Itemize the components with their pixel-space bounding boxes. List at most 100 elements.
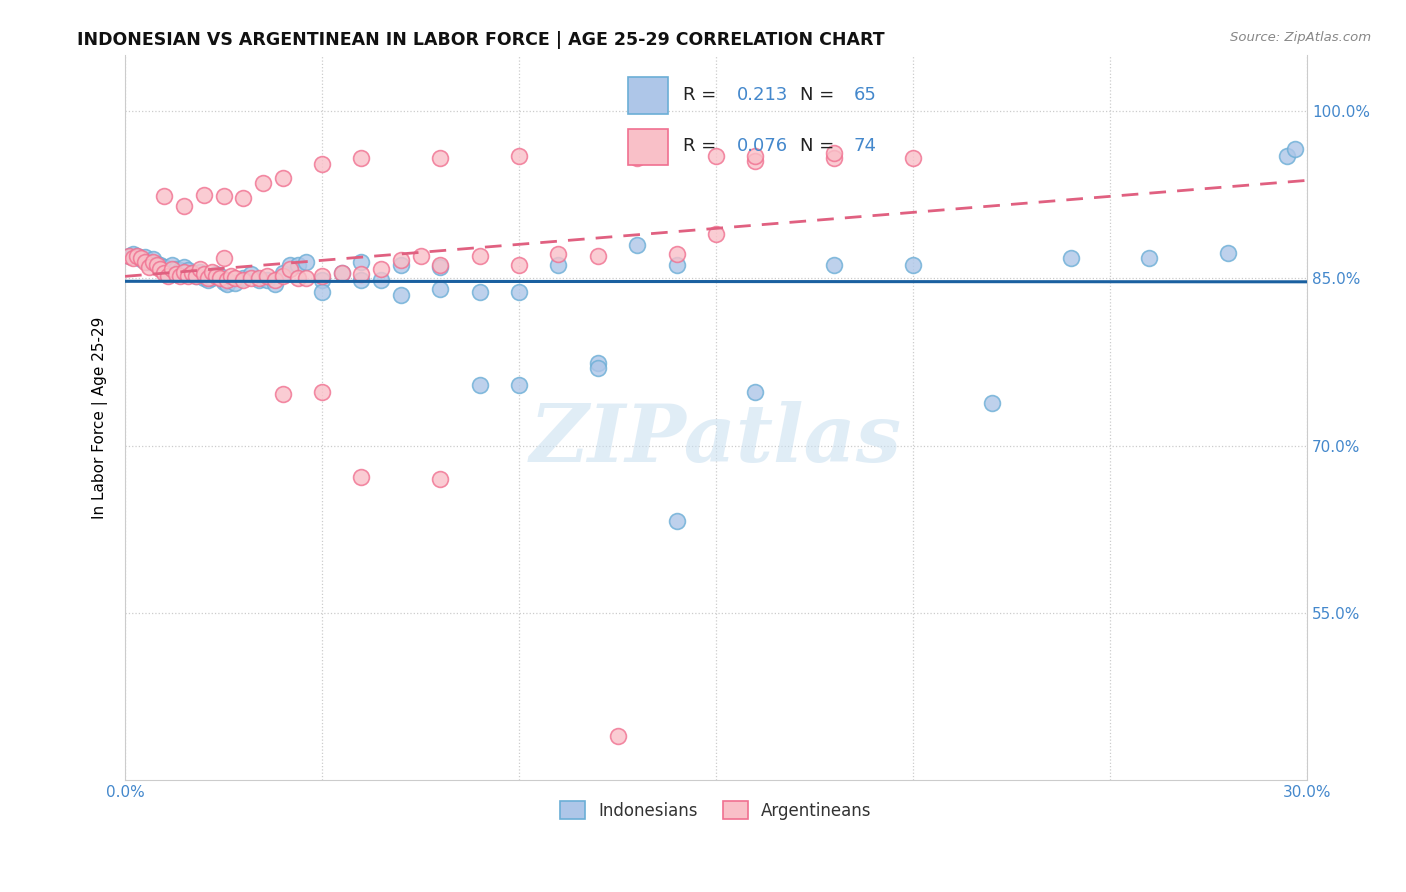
Point — [256, 273, 278, 287]
Point — [145, 258, 167, 272]
Point — [169, 263, 191, 277]
Point — [165, 262, 187, 277]
Point — [350, 151, 373, 165]
Point — [370, 262, 392, 277]
Point — [122, 251, 145, 265]
Point — [311, 273, 333, 287]
Point — [224, 276, 246, 290]
Point — [429, 258, 451, 272]
Point — [204, 267, 226, 281]
Point — [1284, 142, 1306, 156]
Point — [508, 258, 530, 272]
Point — [980, 396, 1002, 410]
Point — [704, 148, 727, 162]
Point — [823, 258, 845, 272]
Point — [429, 260, 451, 274]
Point — [129, 252, 152, 267]
Point — [547, 246, 569, 260]
Point — [295, 254, 318, 268]
Point — [311, 285, 333, 299]
Point — [271, 268, 294, 283]
Point — [350, 267, 373, 281]
Y-axis label: In Labor Force | Age 25-29: In Labor Force | Age 25-29 — [93, 317, 108, 519]
Point — [330, 266, 353, 280]
Point — [901, 151, 924, 165]
Point — [197, 273, 219, 287]
Point — [188, 262, 211, 277]
Point — [193, 187, 215, 202]
Point — [129, 251, 152, 265]
Point — [823, 151, 845, 165]
Point — [665, 246, 688, 260]
Point — [247, 273, 270, 287]
Point — [744, 154, 766, 169]
Point — [224, 271, 246, 285]
Point — [232, 271, 254, 285]
Point — [157, 266, 180, 280]
Point — [508, 285, 530, 299]
Point — [177, 263, 200, 277]
Point — [232, 191, 254, 205]
Point — [165, 267, 187, 281]
Point — [606, 729, 628, 743]
Point — [350, 470, 373, 484]
Point — [173, 264, 195, 278]
Point — [1139, 251, 1161, 265]
Point — [201, 264, 224, 278]
Point — [221, 268, 243, 283]
Point — [142, 252, 165, 267]
Point — [162, 258, 184, 272]
Text: Source: ZipAtlas.com: Source: ZipAtlas.com — [1230, 31, 1371, 45]
Point — [626, 151, 648, 165]
Point — [468, 285, 491, 299]
Point — [468, 378, 491, 392]
Point — [263, 273, 285, 287]
Point — [370, 273, 392, 287]
Point — [311, 268, 333, 283]
Point — [184, 268, 207, 283]
Point — [125, 249, 148, 263]
Legend: Indonesians, Argentineans: Indonesians, Argentineans — [554, 795, 879, 826]
Point — [138, 260, 160, 274]
Point — [665, 258, 688, 272]
Point — [173, 199, 195, 213]
Point — [271, 266, 294, 280]
Point — [149, 262, 172, 277]
Point — [626, 148, 648, 162]
Point — [153, 260, 176, 274]
Point — [184, 268, 207, 283]
Point — [547, 258, 569, 272]
Point — [217, 273, 239, 287]
Point — [212, 188, 235, 202]
Point — [280, 258, 302, 272]
Point — [118, 249, 141, 263]
Point — [193, 271, 215, 285]
Point — [468, 249, 491, 263]
Point — [287, 271, 309, 285]
Point — [240, 271, 263, 285]
Point — [1059, 251, 1081, 265]
Point — [823, 146, 845, 161]
Point — [153, 188, 176, 202]
Point — [429, 151, 451, 165]
Point — [181, 266, 204, 280]
Point — [295, 271, 318, 285]
Point — [350, 273, 373, 287]
Point — [142, 254, 165, 268]
Point — [271, 170, 294, 185]
Point — [287, 258, 309, 272]
Point — [145, 257, 167, 271]
Text: ZIPatlas: ZIPatlas — [530, 401, 903, 478]
Point — [429, 282, 451, 296]
Point — [350, 254, 373, 268]
Point — [330, 266, 353, 280]
Point — [193, 267, 215, 281]
Point — [1218, 245, 1240, 260]
Point — [508, 378, 530, 392]
Point — [138, 254, 160, 268]
Point — [311, 157, 333, 171]
Point — [134, 250, 156, 264]
Point — [744, 385, 766, 400]
Point — [122, 246, 145, 260]
Point — [232, 273, 254, 287]
